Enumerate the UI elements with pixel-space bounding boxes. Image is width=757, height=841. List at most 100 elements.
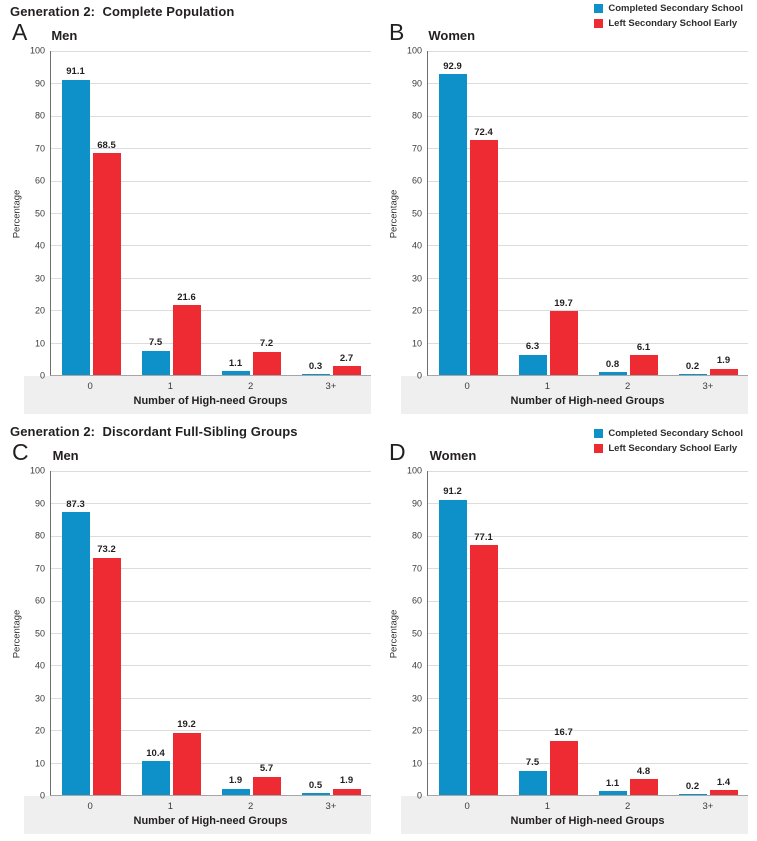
legend-swatch-left-early-icon	[594, 444, 604, 453]
y-tick-label: 90	[34, 78, 45, 88]
bar-completed-secondary	[221, 788, 250, 795]
bar-completed-secondary	[301, 374, 330, 375]
x-category-row: 0 1 2 3+	[427, 381, 748, 392]
bar-value-label: 7.5	[148, 337, 163, 349]
gridline	[428, 600, 748, 602]
bar-group: 87.3 73.2	[51, 471, 131, 795]
bar-value-label: 1.9	[716, 355, 731, 367]
bar-wrap: 19.2	[172, 471, 201, 795]
panel-a-header: A Men	[10, 21, 371, 49]
y-tick-label: 20	[34, 725, 45, 736]
gridline	[428, 633, 748, 634]
bar-value-label: 87.3	[66, 498, 85, 510]
gridline	[428, 471, 748, 472]
x-axis-title: Number of High-need Groups	[133, 395, 288, 407]
y-axis-ticks: 0 10 20 30 40 50 60 70 80 90 100	[24, 46, 50, 380]
gridline	[428, 148, 748, 150]
plot-area: 87.3 73.2 10.4 19.2 1.9 5.7 0.5 1.9	[50, 471, 371, 796]
bar-wrap: 1.9	[709, 51, 738, 375]
panel-c-header: C Men	[10, 441, 371, 469]
y-tick-label: 60	[411, 595, 422, 606]
bar-left-early	[92, 557, 121, 795]
panel-b: B Women Percentage 0 10 20 30 40 50 60 70 80 90 100…	[387, 21, 748, 414]
legend-item-left-early: Left Secondary School Early	[594, 443, 743, 454]
gridline	[428, 730, 748, 732]
y-tick-label: 80	[34, 110, 45, 121]
plot-area: 92.9 72.4 6.3 19.7 0.8 6.1 0.2 1.9	[427, 51, 748, 376]
bar-value-label: 73.2	[97, 544, 116, 556]
bar-wrap: 21.6	[172, 51, 201, 375]
bar-wrap: 0.8	[598, 51, 627, 375]
y-tick-label: 30	[411, 693, 422, 703]
bar-wrap: 72.4	[469, 51, 498, 375]
bar-left-early	[469, 140, 498, 375]
bar-value-label: 92.9	[443, 60, 462, 72]
legend: Completed Secondary School Left Secondar…	[594, 428, 743, 454]
y-tick-label: 90	[34, 498, 45, 508]
bar-completed-secondary	[61, 79, 90, 375]
panel-row-top: A Men Percentage 0 10 20 30 40 50 60 70 80 90 100 91…	[10, 21, 749, 414]
y-tick-label: 0	[416, 790, 422, 801]
gridline	[51, 148, 371, 150]
y-axis-title-wrap: Percentage	[10, 51, 24, 376]
panel-d-header: D Women	[387, 441, 748, 469]
y-axis-title: Percentage	[388, 189, 400, 238]
gridline	[51, 51, 371, 52]
y-tick-label: 20	[34, 305, 45, 316]
y-tick-label: 70	[34, 563, 45, 573]
x-category-row: 0 1 2 3+	[427, 801, 748, 812]
x-category-label: 1	[544, 381, 551, 392]
panel-d-title: Women	[429, 448, 477, 463]
bar-group: 0.5 1.9	[291, 471, 371, 795]
gridline	[428, 115, 748, 117]
legend-label-left-early: Left Secondary School Early	[608, 443, 738, 454]
bar-wrap: 7.5	[518, 471, 547, 795]
y-tick-label: 60	[34, 595, 45, 606]
bar-group: 0.2 1.9	[668, 51, 748, 375]
bar-wrap: 2.7	[332, 51, 361, 375]
bar-group: 7.5 21.6	[131, 51, 211, 375]
gridline	[51, 503, 371, 505]
legend-swatch-completed-icon	[594, 429, 604, 438]
bar-wrap: 1.1	[598, 471, 627, 795]
bar-value-label: 7.2	[259, 338, 274, 350]
gridline	[428, 568, 748, 570]
gridline	[428, 180, 748, 182]
bar-left-early	[629, 355, 658, 375]
x-axis-strip: 0 1 2 3+ Number of High-need Groups	[24, 796, 371, 834]
panel-b-header: B Women	[387, 21, 748, 49]
bar-wrap: 91.2	[438, 471, 467, 795]
bar-left-early	[629, 779, 658, 795]
x-axis-strip: 0 1 2 3+ Number of High-need Groups	[24, 376, 371, 414]
bar-wrap: 19.7	[549, 51, 578, 375]
bar-value-label: 77.1	[474, 531, 493, 543]
bar-group: 1.9 5.7	[211, 471, 291, 795]
bar-wrap: 6.1	[629, 51, 658, 375]
gridline	[428, 342, 748, 344]
bar-value-label: 0.8	[605, 358, 620, 370]
gridline	[51, 213, 371, 214]
bar-left-early	[332, 788, 361, 795]
bar-group: 1.1 7.2	[211, 51, 291, 375]
gridline	[51, 633, 371, 634]
gridline	[51, 471, 371, 472]
y-axis-title: Percentage	[11, 609, 23, 658]
bar-completed-secondary	[598, 791, 627, 795]
x-category-label: 1	[167, 381, 174, 392]
bar-value-label: 6.3	[525, 341, 540, 353]
bar-wrap: 1.9	[221, 471, 250, 795]
bar-wrap: 10.4	[141, 471, 170, 795]
bar-groups: 87.3 73.2 10.4 19.2 1.9 5.7 0.5 1.9	[51, 471, 371, 795]
x-category-label: 3+	[325, 381, 337, 392]
bar-left-early	[332, 366, 361, 375]
bar-value-label: 1.1	[605, 777, 620, 789]
y-tick-label: 20	[411, 305, 422, 316]
y-tick-label: 60	[34, 175, 45, 186]
gridline	[428, 762, 748, 764]
gridline	[428, 310, 748, 312]
panel-row-bottom: C Men Percentage 0 10 20 30 40 50 60 70 80 90 100 87…	[10, 441, 749, 834]
bar-chart-women-discordant: Percentage 0 10 20 30 40 50 60 70 80 90 100 91.2 77.1…	[387, 466, 748, 834]
y-tick-label: 100	[406, 45, 422, 56]
y-tick-label: 90	[411, 78, 422, 88]
bar-group: 92.9 72.4	[428, 51, 508, 375]
